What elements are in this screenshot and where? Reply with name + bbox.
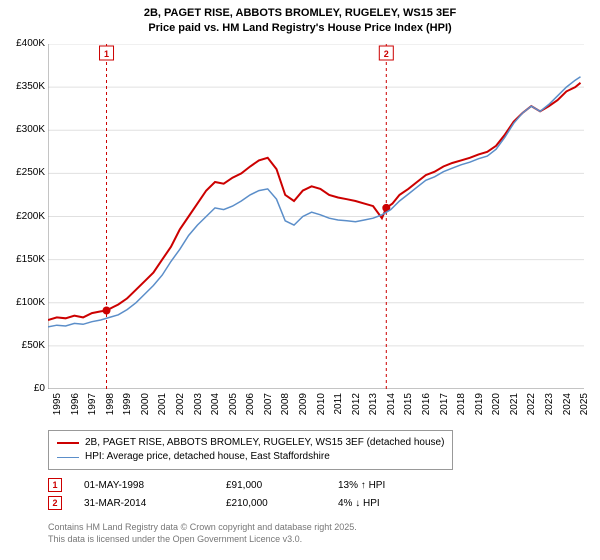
- legend-swatch: [57, 442, 79, 444]
- event-price: £210,000: [226, 498, 316, 509]
- legend-label: HPI: Average price, detached house, East…: [85, 450, 330, 464]
- event-marker: 2: [48, 496, 62, 510]
- x-tick-label: 2010: [316, 393, 327, 423]
- y-tick-label: £0: [1, 383, 45, 394]
- x-tick-label: 2000: [140, 393, 151, 423]
- x-tick-label: 2016: [421, 393, 432, 423]
- x-tick-label: 1995: [52, 393, 63, 423]
- event-row: 1 01-MAY-1998 £91,000 13% ↑ HPI: [48, 478, 584, 492]
- y-tick-label: £300K: [1, 124, 45, 135]
- x-tick-label: 2009: [298, 393, 309, 423]
- x-tick-label: 2024: [562, 393, 573, 423]
- x-tick-label: 1996: [70, 393, 81, 423]
- x-tick-label: 1999: [122, 393, 133, 423]
- svg-text:2: 2: [384, 49, 389, 59]
- chart-container: 2B, PAGET RISE, ABBOTS BROMLEY, RUGELEY,…: [0, 0, 600, 560]
- x-tick-label: 2014: [386, 393, 397, 423]
- x-tick-label: 2003: [193, 393, 204, 423]
- price-chart: 12: [48, 44, 584, 389]
- x-tick-label: 2017: [439, 393, 450, 423]
- footer-text: Contains HM Land Registry data © Crown c…: [48, 522, 357, 545]
- x-tick-label: 2019: [474, 393, 485, 423]
- title-line2: Price paid vs. HM Land Registry's House …: [0, 21, 600, 36]
- x-tick-label: 1997: [87, 393, 98, 423]
- event-delta: 13% ↑ HPI: [338, 480, 428, 491]
- legend-row: 2B, PAGET RISE, ABBOTS BROMLEY, RUGELEY,…: [57, 436, 444, 450]
- x-tick-label: 2020: [491, 393, 502, 423]
- footer-line2: This data is licensed under the Open Gov…: [48, 534, 357, 546]
- chart-title: 2B, PAGET RISE, ABBOTS BROMLEY, RUGELEY,…: [0, 0, 600, 36]
- legend-swatch: [57, 457, 79, 458]
- svg-text:1: 1: [104, 49, 109, 59]
- footer-line1: Contains HM Land Registry data © Crown c…: [48, 522, 357, 534]
- x-tick-label: 2015: [403, 393, 414, 423]
- event-table: 1 01-MAY-1998 £91,000 13% ↑ HPI 2 31-MAR-2014…: [48, 478, 584, 514]
- x-tick-label: 2001: [157, 393, 168, 423]
- x-tick-label: 2011: [333, 393, 344, 423]
- x-tick-label: 2007: [263, 393, 274, 423]
- legend-row: HPI: Average price, detached house, East…: [57, 450, 444, 464]
- title-line1: 2B, PAGET RISE, ABBOTS BROMLEY, RUGELEY,…: [0, 6, 600, 21]
- x-tick-label: 2023: [544, 393, 555, 423]
- x-tick-label: 1998: [105, 393, 116, 423]
- y-tick-label: £200K: [1, 211, 45, 222]
- event-delta: 4% ↓ HPI: [338, 498, 428, 509]
- x-tick-label: 2005: [228, 393, 239, 423]
- x-tick-label: 2002: [175, 393, 186, 423]
- y-tick-label: £150K: [1, 254, 45, 265]
- event-marker: 1: [48, 478, 62, 492]
- x-tick-label: 2021: [509, 393, 520, 423]
- x-tick-label: 2012: [351, 393, 362, 423]
- y-tick-label: £100K: [1, 297, 45, 308]
- x-tick-label: 2004: [210, 393, 221, 423]
- x-tick-label: 2013: [368, 393, 379, 423]
- x-tick-label: 2018: [456, 393, 467, 423]
- event-date: 31-MAR-2014: [84, 498, 204, 509]
- event-date: 01-MAY-1998: [84, 480, 204, 491]
- y-tick-label: £50K: [1, 340, 45, 351]
- y-tick-label: £350K: [1, 81, 45, 92]
- event-row: 2 31-MAR-2014 £210,000 4% ↓ HPI: [48, 496, 584, 510]
- chart-legend: 2B, PAGET RISE, ABBOTS BROMLEY, RUGELEY,…: [48, 430, 453, 470]
- x-tick-label: 2025: [579, 393, 590, 423]
- x-tick-label: 2008: [280, 393, 291, 423]
- event-price: £91,000: [226, 480, 316, 491]
- y-tick-label: £250K: [1, 167, 45, 178]
- x-tick-label: 2006: [245, 393, 256, 423]
- legend-label: 2B, PAGET RISE, ABBOTS BROMLEY, RUGELEY,…: [85, 436, 444, 450]
- y-tick-label: £400K: [1, 38, 45, 49]
- x-tick-label: 2022: [526, 393, 537, 423]
